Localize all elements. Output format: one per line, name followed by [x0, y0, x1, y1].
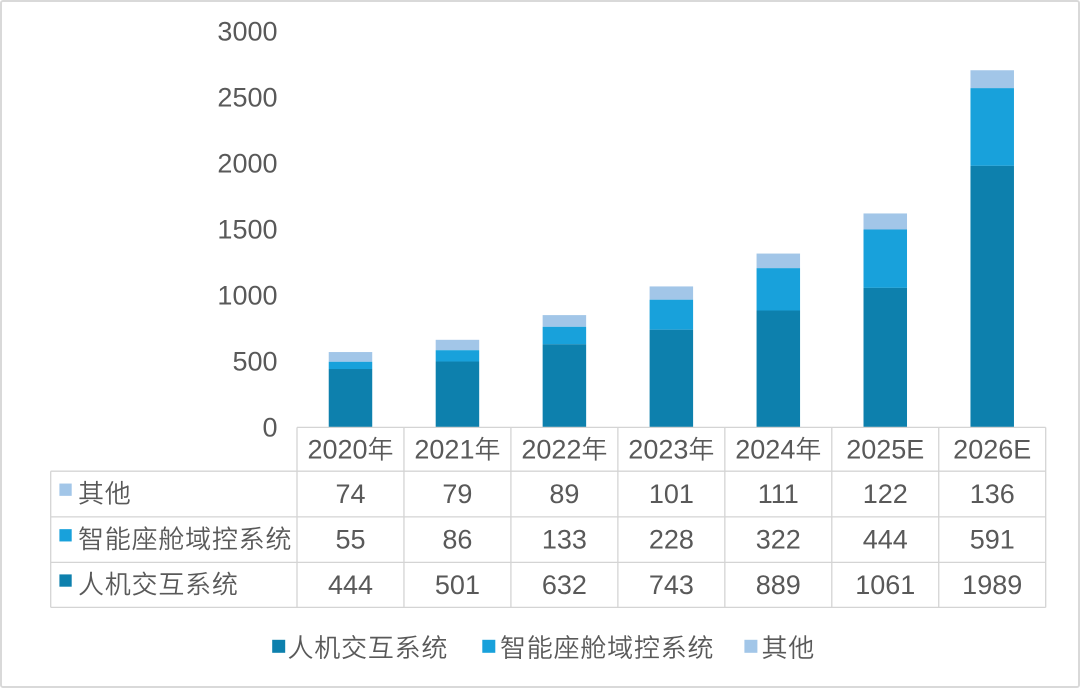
- svg-text:2024: 2024: [735, 435, 795, 465]
- svg-text:2021: 2021: [414, 435, 474, 465]
- svg-text:1500: 1500: [217, 215, 277, 245]
- svg-text:2020: 2020: [307, 435, 367, 465]
- svg-text:889: 889: [756, 570, 801, 600]
- svg-text:322: 322: [756, 525, 801, 555]
- svg-text:444: 444: [863, 525, 908, 555]
- svg-text:122: 122: [863, 479, 908, 509]
- svg-text:743: 743: [649, 570, 694, 600]
- svg-text:0: 0: [262, 413, 277, 443]
- svg-text:2000: 2000: [217, 149, 277, 179]
- svg-text:136: 136: [970, 479, 1015, 509]
- svg-text:1989: 1989: [962, 570, 1022, 600]
- svg-text:2026E: 2026E: [953, 435, 1031, 465]
- svg-text:444: 444: [328, 570, 373, 600]
- svg-text:86: 86: [442, 525, 472, 555]
- svg-text:1061: 1061: [855, 570, 915, 600]
- svg-text:500: 500: [232, 347, 277, 377]
- svg-text:228: 228: [649, 525, 694, 555]
- svg-text:79: 79: [442, 479, 472, 509]
- svg-text:591: 591: [970, 525, 1015, 555]
- svg-text:2023: 2023: [628, 435, 688, 465]
- svg-text:55: 55: [335, 525, 365, 555]
- svg-text:2022: 2022: [521, 435, 581, 465]
- svg-text:2025E: 2025E: [846, 435, 924, 465]
- svg-text:74: 74: [335, 479, 365, 509]
- svg-text:89: 89: [549, 479, 579, 509]
- svg-text:2500: 2500: [217, 83, 277, 113]
- svg-text:101: 101: [649, 479, 694, 509]
- svg-text:133: 133: [542, 525, 587, 555]
- svg-text:3000: 3000: [217, 17, 277, 47]
- svg-text:1000: 1000: [217, 281, 277, 311]
- svg-text:501: 501: [435, 570, 480, 600]
- svg-text:632: 632: [542, 570, 587, 600]
- svg-text:111: 111: [758, 479, 799, 509]
